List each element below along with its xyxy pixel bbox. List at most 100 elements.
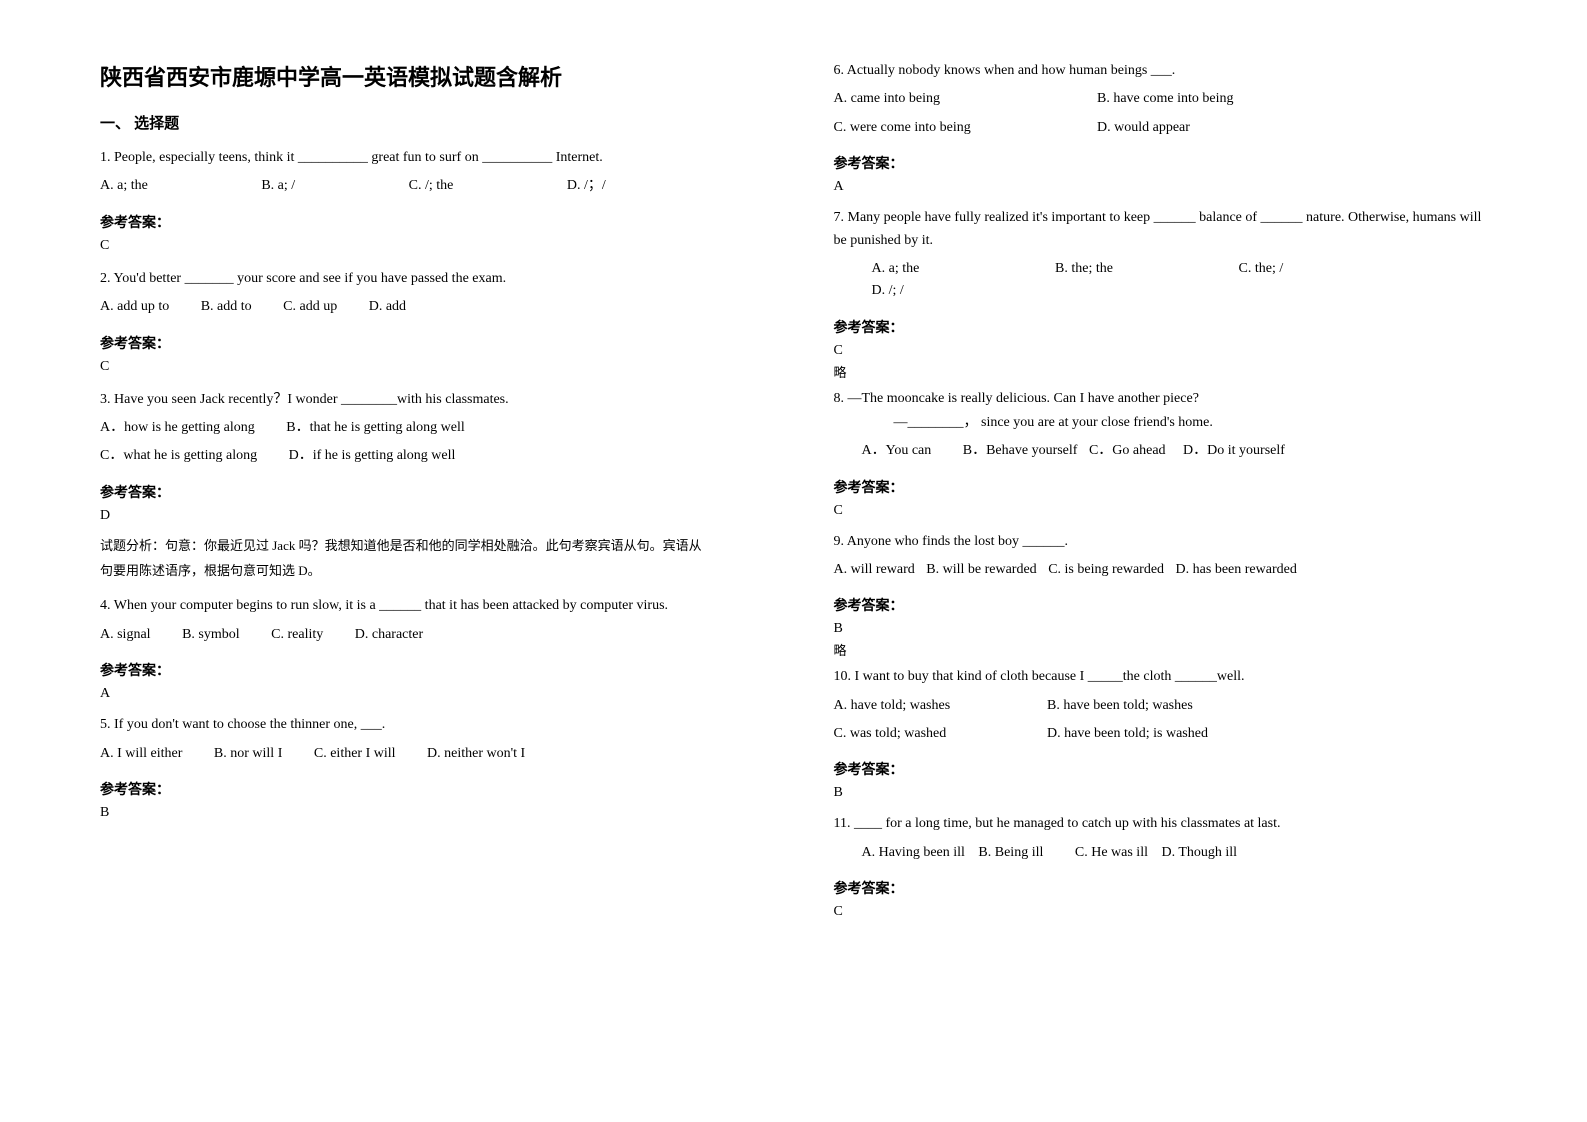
- question-2-text: 2. You'd better _______ your score and s…: [100, 268, 754, 290]
- q3-opt-c: C．what he is getting along: [100, 445, 257, 467]
- column-right: 6. Actually nobody knows when and how hu…: [834, 60, 1488, 932]
- q8-opt-b: B．Behave yourself: [963, 440, 1078, 462]
- q5-opt-b: B. nor will I: [214, 743, 282, 765]
- q5-answer: B: [100, 805, 754, 821]
- q3-opt-a: A．how is he getting along: [100, 417, 255, 439]
- q1-opt-a: A. a; the: [100, 175, 148, 197]
- question-6-options-row1: A. came into being B. have come into bei…: [834, 88, 1488, 110]
- q2-answer-label: 参考答案：: [100, 333, 754, 353]
- q5-opt-a: A. I will either: [100, 743, 182, 765]
- q6-opt-d: D. would appear: [1097, 120, 1190, 135]
- question-1-options: A. a; the B. a; / C. /; the D. /；/: [100, 175, 754, 197]
- page-root: 陕西省西安市鹿塬中学高一英语模拟试题含解析 一、 选择题 1. People, …: [0, 0, 1587, 992]
- q1-opt-b: B. a; /: [261, 175, 295, 197]
- q3-opt-b: B．that he is getting along well: [286, 420, 464, 435]
- q3-answer-label: 参考答案：: [100, 482, 754, 502]
- q11-opt-c: C. He was ill: [1075, 845, 1148, 860]
- q2-opt-a: A. add up to: [100, 296, 169, 318]
- q4-answer-label: 参考答案：: [100, 660, 754, 680]
- q7-answer: C: [834, 343, 1488, 359]
- q6-opt-b: B. have come into being: [1097, 91, 1233, 106]
- question-7-options: A. a; the B. the; the C. the; / D. /; /: [834, 258, 1488, 303]
- q5-opt-c: C. either I will: [314, 743, 396, 765]
- q10-opt-c: C. was told; washed: [834, 723, 1044, 745]
- question-9-text: 9. Anyone who finds the lost boy ______.: [834, 531, 1488, 553]
- question-8-options: A．You can B．Behave yourself C．Go ahead D…: [834, 440, 1488, 462]
- q4-opt-c: C. reality: [271, 624, 323, 646]
- q7-extra: 略: [834, 363, 1488, 384]
- q4-opt-a: A. signal: [100, 624, 151, 646]
- question-8-text-2: —________， since you are at your close f…: [834, 412, 1488, 434]
- q8-answer: C: [834, 503, 1488, 519]
- q11-opt-b: B. Being ill: [978, 845, 1043, 860]
- q7-opt-a: A. a; the: [872, 258, 1052, 280]
- q11-answer-label: 参考答案：: [834, 878, 1488, 898]
- q5-opt-d: D. neither won't I: [427, 746, 525, 761]
- question-8-text-1: 8. —The mooncake is really delicious. Ca…: [834, 388, 1488, 410]
- q6-answer-label: 参考答案：: [834, 153, 1488, 173]
- question-10-options-row2: C. was told; washed D. have been told; i…: [834, 723, 1488, 745]
- q9-extra: 略: [834, 641, 1488, 662]
- document-title: 陕西省西安市鹿塬中学高一英语模拟试题含解析: [100, 60, 754, 92]
- question-3-options-row1: A．how is he getting along B．that he is g…: [100, 417, 754, 439]
- q1-answer: C: [100, 238, 754, 254]
- q11-answer: C: [834, 904, 1488, 920]
- q2-opt-d: D. add: [369, 299, 406, 314]
- q10-answer-label: 参考答案：: [834, 759, 1488, 779]
- q2-answer: C: [100, 359, 754, 375]
- q10-opt-b: B. have been told; washes: [1047, 698, 1193, 713]
- q10-opt-d: D. have been told; is washed: [1047, 726, 1208, 741]
- q4-opt-b: B. symbol: [182, 624, 240, 646]
- question-9-options: A. will reward B. will be rewarded C. is…: [834, 559, 1488, 581]
- question-6-text: 6. Actually nobody knows when and how hu…: [834, 60, 1488, 82]
- q11-opt-d: D. Though ill: [1161, 845, 1237, 860]
- q3-opt-d: D．if he is getting along well: [289, 448, 456, 463]
- q1-answer-label: 参考答案：: [100, 212, 754, 232]
- q6-answer: A: [834, 179, 1488, 195]
- q4-opt-d: D. character: [355, 627, 423, 642]
- q8-opt-c: C．Go ahead: [1089, 440, 1166, 462]
- q11-opt-a: A. Having been ill: [862, 845, 965, 860]
- q4-answer: A: [100, 686, 754, 702]
- q9-opt-d: D. has been rewarded: [1176, 562, 1297, 577]
- question-3-text: 3. Have you seen Jack recently？I wonder …: [100, 389, 754, 411]
- q10-opt-a: A. have told; washes: [834, 695, 1044, 717]
- question-4-text: 4. When your computer begins to run slow…: [100, 595, 754, 617]
- q6-opt-a: A. came into being: [834, 88, 1094, 110]
- q9-opt-a: A. will reward: [834, 562, 915, 577]
- question-5-options: A. I will either B. nor will I C. either…: [100, 743, 754, 765]
- question-7-text: 7. Many people have fully realized it's …: [834, 207, 1488, 252]
- q2-opt-b: B. add to: [201, 296, 252, 318]
- question-11-options: A. Having been ill B. Being ill C. He wa…: [834, 842, 1488, 864]
- q7-opt-b: B. the; the: [1055, 258, 1235, 280]
- q3-explain-2: 句要用陈述语序，根据句意可知选 D。: [100, 561, 754, 582]
- q5-answer-label: 参考答案：: [100, 779, 754, 799]
- q1-opt-d: D. /；/: [567, 178, 606, 193]
- q9-answer-label: 参考答案：: [834, 595, 1488, 615]
- question-10-text: 10. I want to buy that kind of cloth bec…: [834, 666, 1488, 688]
- section-heading: 一、 选择题: [100, 112, 754, 133]
- q2-opt-c: C. add up: [283, 296, 337, 318]
- question-6-options-row2: C. were come into being D. would appear: [834, 117, 1488, 139]
- q7-answer-label: 参考答案：: [834, 317, 1488, 337]
- question-4-options: A. signal B. symbol C. reality D. charac…: [100, 624, 754, 646]
- question-5-text: 5. If you don't want to choose the thinn…: [100, 714, 754, 736]
- question-2-options: A. add up to B. add to C. add up D. add: [100, 296, 754, 318]
- question-10-options-row1: A. have told; washes B. have been told; …: [834, 695, 1488, 717]
- q6-opt-c: C. were come into being: [834, 117, 1094, 139]
- q9-opt-c: C. is being rewarded: [1048, 562, 1164, 577]
- q8-answer-label: 参考答案：: [834, 477, 1488, 497]
- q8-opt-a: A．You can: [862, 440, 932, 462]
- q3-explain-1: 试题分析：句意：你最近见过 Jack 吗？我想知道他是否和他的同学相处融洽。此句…: [100, 536, 754, 557]
- q9-answer: B: [834, 621, 1488, 637]
- q8-opt-d: D．Do it yourself: [1183, 443, 1285, 458]
- question-3-options-row2: C．what he is getting along D．if he is ge…: [100, 445, 754, 467]
- q10-answer: B: [834, 785, 1488, 801]
- q3-answer: D: [100, 508, 754, 524]
- q1-opt-c: C. /; the: [409, 175, 454, 197]
- column-left: 陕西省西安市鹿塬中学高一英语模拟试题含解析 一、 选择题 1. People, …: [100, 60, 754, 932]
- question-1-text: 1. People, especially teens, think it __…: [100, 147, 754, 169]
- q7-opt-d: D. /; /: [872, 283, 904, 298]
- q7-opt-c: C. the; /: [1239, 261, 1284, 276]
- q9-opt-b: B. will be rewarded: [926, 562, 1036, 577]
